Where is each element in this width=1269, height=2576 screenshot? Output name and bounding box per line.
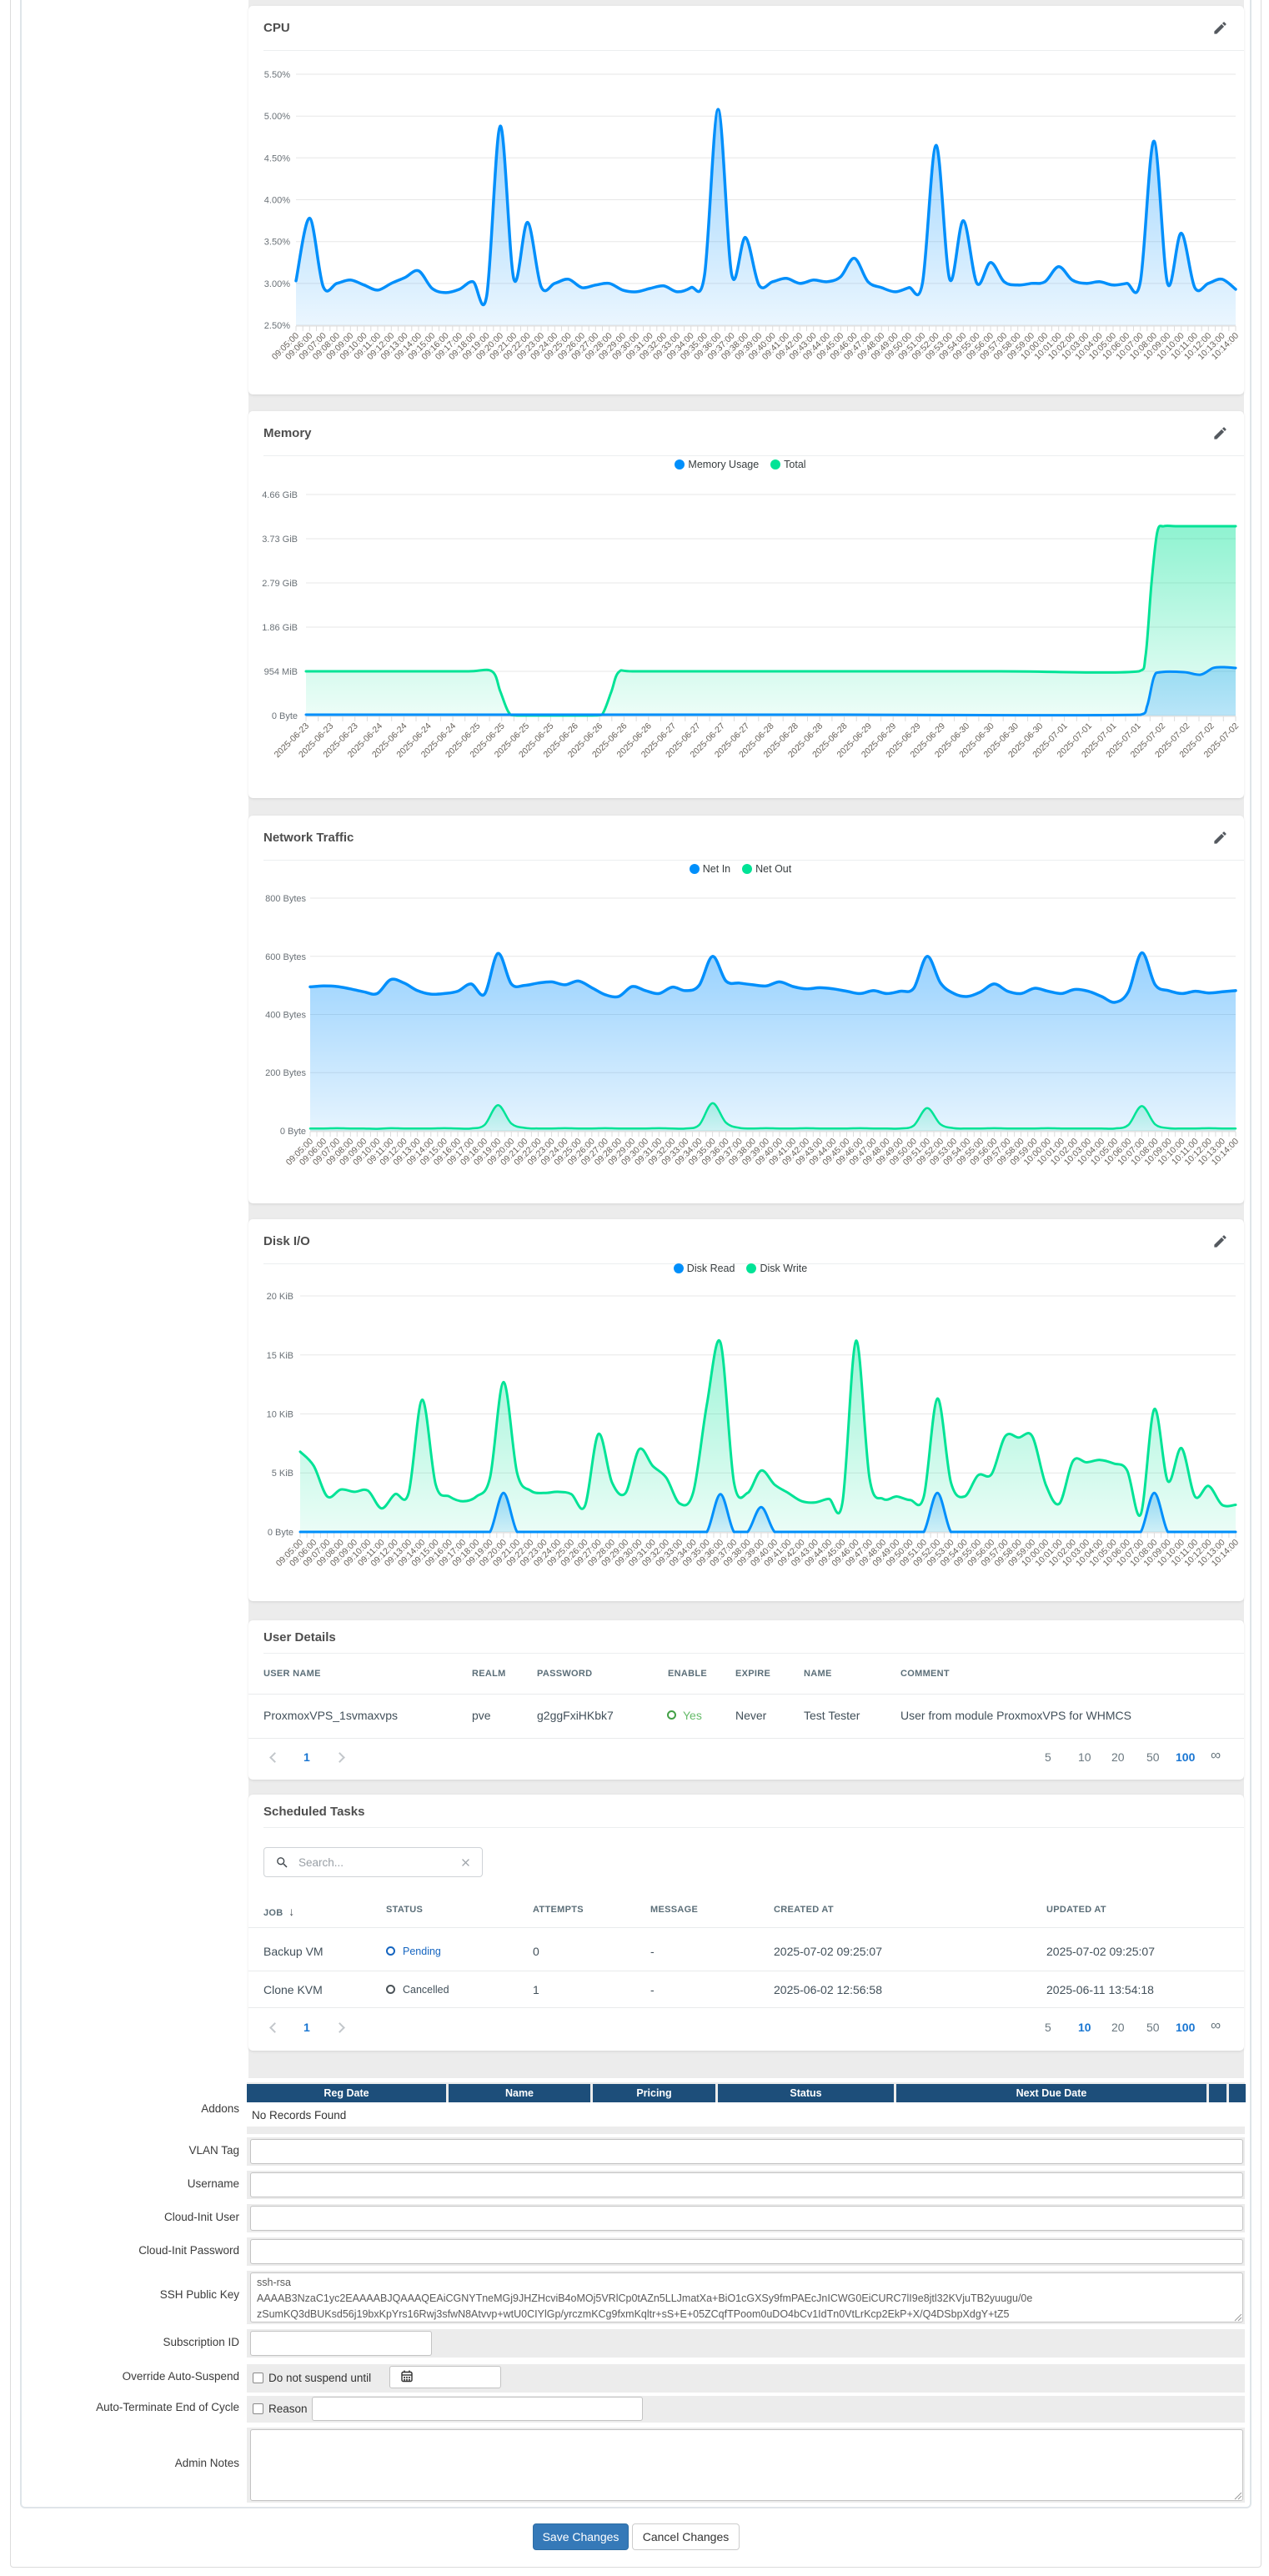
svg-text:954 MiB: 954 MiB [264,667,298,677]
svg-text:0 Byte: 0 Byte [272,711,298,721]
svg-text:20 KiB: 20 KiB [267,1292,293,1302]
svg-text:2.79 GiB: 2.79 GiB [262,579,298,589]
svg-text:5.00%: 5.00% [264,112,290,122]
svg-text:400 Bytes: 400 Bytes [265,1011,306,1021]
svg-text:4.50%: 4.50% [264,153,290,163]
svg-text:5.50%: 5.50% [264,70,290,80]
svg-text:15 KiB: 15 KiB [267,1351,293,1361]
svg-text:3.00%: 3.00% [264,279,290,289]
svg-text:4.00%: 4.00% [264,196,290,206]
svg-text:0 Byte: 0 Byte [268,1528,293,1538]
svg-text:0 Byte: 0 Byte [280,1127,306,1137]
svg-text:1.86 GiB: 1.86 GiB [262,623,298,633]
svg-text:800 Bytes: 800 Bytes [265,894,306,904]
svg-text:5 KiB: 5 KiB [272,1469,293,1479]
svg-text:3.73 GiB: 3.73 GiB [262,535,298,545]
svg-text:4.66 GiB: 4.66 GiB [262,490,298,500]
svg-text:10 KiB: 10 KiB [267,1410,293,1420]
svg-text:3.50%: 3.50% [264,238,290,248]
svg-text:200 Bytes: 200 Bytes [265,1068,306,1078]
svg-text:600 Bytes: 600 Bytes [265,952,306,962]
svg-text:2.50%: 2.50% [264,321,290,331]
